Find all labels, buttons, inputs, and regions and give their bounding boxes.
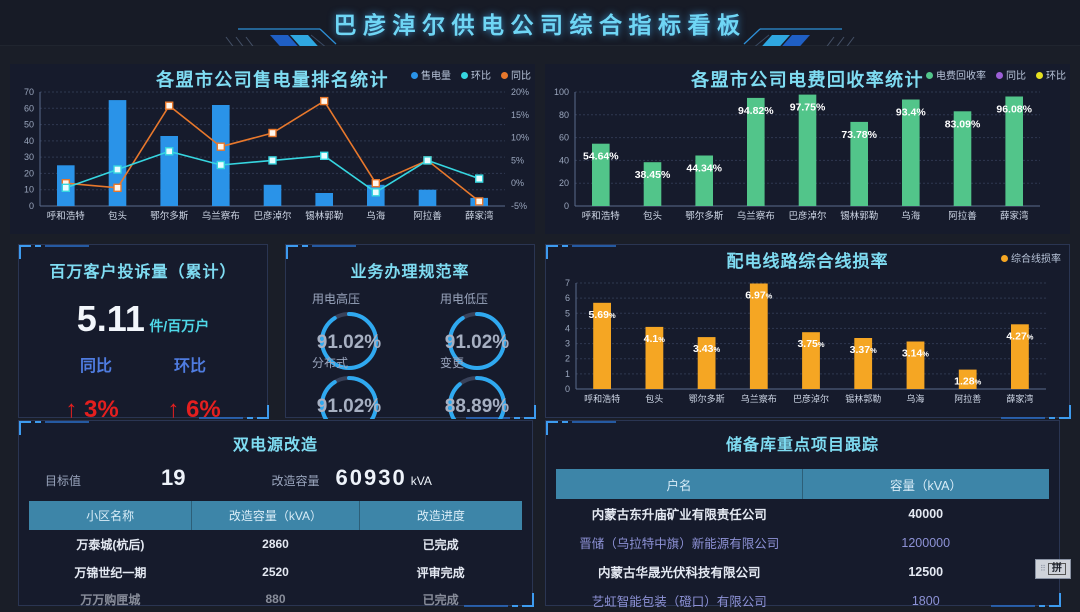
svg-text:阿拉善: 阿拉善 — [413, 210, 442, 222]
svg-text:巴彦淖尔: 巴彦淖尔 — [793, 393, 829, 404]
svg-text:20: 20 — [559, 178, 569, 188]
svg-text:7: 7 — [565, 278, 570, 288]
svg-text:阿拉善: 阿拉善 — [948, 210, 977, 222]
svg-text:5: 5 — [565, 308, 570, 318]
svg-text:3.75%: 3.75% — [797, 338, 824, 350]
svg-text:包头: 包头 — [108, 210, 127, 222]
svg-text:0: 0 — [564, 201, 569, 211]
svg-text:73.78%: 73.78% — [841, 129, 877, 141]
svg-text:40: 40 — [24, 136, 34, 146]
svg-text:93.4%: 93.4% — [896, 107, 926, 119]
svg-text:鄂尔多斯: 鄂尔多斯 — [150, 210, 189, 222]
svg-text:0%: 0% — [511, 178, 524, 188]
svg-text:80: 80 — [559, 110, 569, 120]
svg-text:乌兰察布: 乌兰察布 — [202, 210, 240, 222]
svg-text:1: 1 — [565, 369, 570, 379]
svg-text:乌海: 乌海 — [906, 393, 924, 404]
svg-text:用电高压: 用电高压 — [312, 291, 360, 306]
svg-text:分布式: 分布式 — [312, 356, 348, 370]
svg-text:15%: 15% — [511, 110, 529, 120]
svg-text:5%: 5% — [511, 155, 524, 165]
svg-text:91.02%: 91.02% — [317, 396, 382, 417]
svg-text:乌海: 乌海 — [901, 210, 921, 222]
svg-text:20: 20 — [24, 168, 34, 178]
svg-text:用电低压: 用电低压 — [440, 292, 488, 306]
svg-text:鄂尔多斯: 鄂尔多斯 — [685, 210, 724, 222]
svg-text:2: 2 — [565, 354, 570, 364]
svg-text:3.37%: 3.37% — [850, 344, 877, 356]
svg-text:包头: 包头 — [645, 393, 663, 404]
svg-text:4.27%: 4.27% — [1006, 330, 1033, 342]
svg-text:100: 100 — [554, 87, 569, 97]
svg-text:4: 4 — [565, 323, 570, 333]
svg-text:6.97%: 6.97% — [745, 290, 772, 302]
svg-text:阿拉善: 阿拉善 — [954, 393, 981, 404]
svg-text:91.02%: 91.02% — [317, 332, 382, 353]
svg-text:呼和浩特: 呼和浩特 — [47, 210, 86, 222]
svg-text:薛家湾: 薛家湾 — [465, 210, 494, 222]
svg-text:3.14%: 3.14% — [902, 348, 929, 360]
svg-text:88.89%: 88.89% — [445, 396, 510, 417]
svg-text:50: 50 — [24, 120, 34, 130]
svg-text:薛家湾: 薛家湾 — [1006, 393, 1033, 404]
svg-text:巴彦淖尔: 巴彦淖尔 — [788, 210, 827, 222]
svg-text:70: 70 — [24, 87, 34, 97]
svg-text:60: 60 — [559, 133, 569, 143]
svg-text:10: 10 — [24, 185, 34, 195]
svg-text:变更: 变更 — [440, 355, 464, 370]
svg-text:包头: 包头 — [643, 210, 662, 222]
svg-text:30: 30 — [24, 152, 34, 162]
svg-text:1.28%: 1.28% — [954, 376, 981, 388]
svg-text:91.02%: 91.02% — [445, 332, 510, 353]
svg-text:乌海: 乌海 — [366, 210, 386, 222]
svg-text:38.45%: 38.45% — [635, 169, 671, 181]
svg-text:54.64%: 54.64% — [583, 151, 619, 163]
svg-text:薛家湾: 薛家湾 — [1000, 210, 1029, 222]
svg-text:锡林郭勒: 锡林郭勒 — [845, 393, 881, 404]
svg-text:鄂尔多斯: 鄂尔多斯 — [689, 393, 725, 404]
svg-text:44.34%: 44.34% — [686, 163, 722, 175]
svg-text:-5%: -5% — [511, 201, 527, 211]
svg-text:83.09%: 83.09% — [945, 118, 981, 130]
svg-text:40: 40 — [559, 155, 569, 165]
svg-text:3: 3 — [565, 339, 570, 349]
svg-text:锡林郭勒: 锡林郭勒 — [305, 210, 343, 222]
svg-text:60: 60 — [24, 103, 34, 113]
svg-text:呼和浩特: 呼和浩特 — [584, 393, 620, 404]
svg-text:3.43%: 3.43% — [693, 343, 720, 355]
svg-text:97.75%: 97.75% — [790, 102, 826, 114]
svg-text:巴彦淖尔: 巴彦淖尔 — [253, 210, 292, 222]
svg-text:5.69%: 5.69% — [589, 309, 616, 321]
svg-text:4.1%: 4.1% — [644, 333, 666, 345]
svg-text:0: 0 — [565, 384, 570, 394]
svg-text:乌兰察布: 乌兰察布 — [741, 393, 777, 404]
svg-text:10%: 10% — [511, 133, 529, 143]
svg-text:0: 0 — [29, 201, 34, 211]
svg-text:锡林郭勒: 锡林郭勒 — [840, 210, 878, 222]
svg-text:96.08%: 96.08% — [996, 104, 1032, 116]
svg-text:呼和浩特: 呼和浩特 — [582, 210, 621, 222]
svg-text:20%: 20% — [511, 87, 529, 97]
svg-text:94.82%: 94.82% — [738, 105, 774, 117]
svg-text:乌兰察布: 乌兰察布 — [737, 210, 775, 222]
svg-text:6: 6 — [565, 293, 570, 303]
